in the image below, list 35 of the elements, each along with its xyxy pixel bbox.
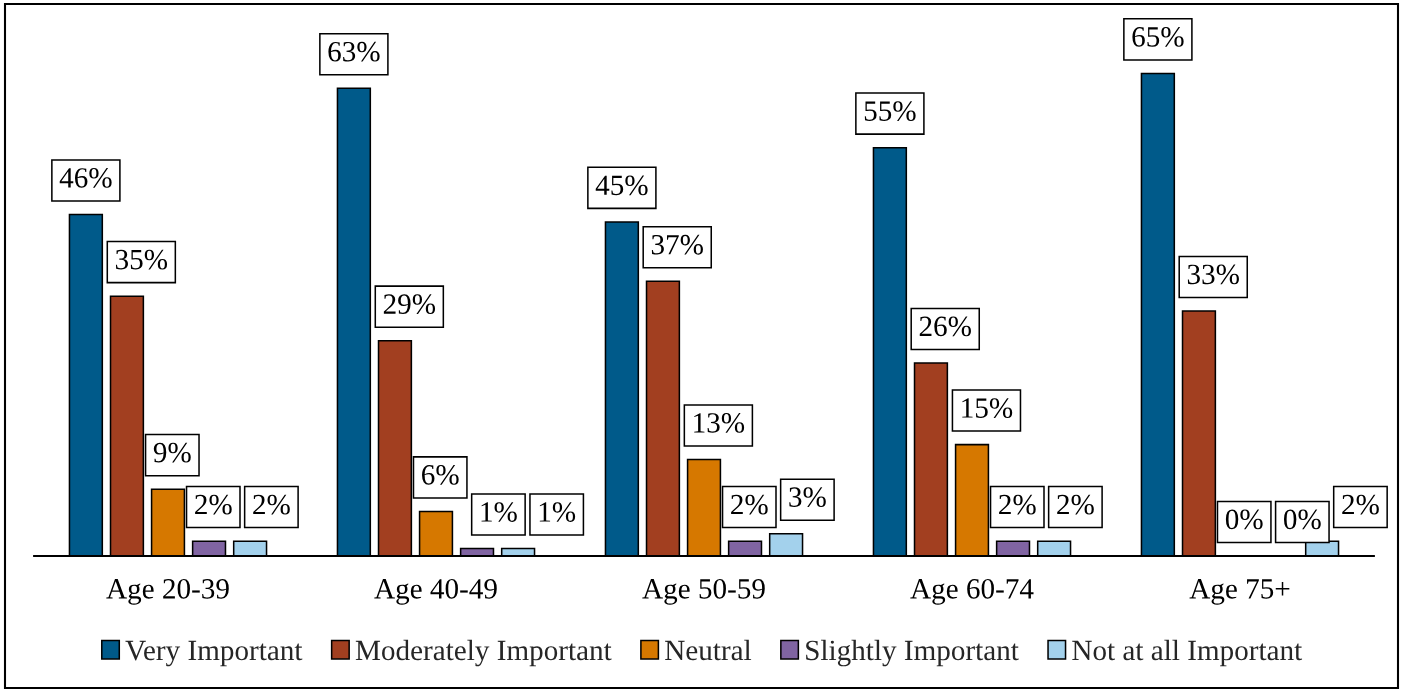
- x-tick-label: Age 50-59: [642, 578, 765, 605]
- legend-label: Slightly Important: [806, 639, 1019, 667]
- data-label: 2%: [1057, 494, 1094, 515]
- x-tick-label: Age 75+: [1189, 579, 1290, 605]
- data-label: 1%: [539, 502, 576, 522]
- data-label: 35%: [115, 249, 168, 270]
- data-label: 0%: [1283, 509, 1321, 530]
- data-label: 2%: [731, 494, 768, 515]
- data-label: 45%: [595, 175, 648, 196]
- legend-label: Not at all Important: [1072, 639, 1303, 667]
- data-label: 13%: [694, 413, 745, 433]
- data-label: 9%: [153, 442, 191, 463]
- x-tick-label: Age 60-74: [910, 578, 1034, 605]
- data-label: 63%: [328, 41, 380, 62]
- data-label: 37%: [651, 234, 703, 255]
- data-label: 3%: [789, 487, 826, 508]
- data-label: 1%: [481, 502, 517, 522]
- data-label: 2%: [195, 494, 232, 515]
- data-label: 26%: [919, 316, 971, 337]
- legend-label: Very Important: [125, 640, 303, 667]
- data-label: 15%: [962, 398, 1013, 418]
- legend-label: Moderately Important: [355, 639, 612, 667]
- data-label: 33%: [1187, 264, 1239, 285]
- data-label: 46%: [59, 168, 112, 188]
- x-tick-label: Age 20-39: [106, 578, 229, 605]
- data-label: 65%: [1132, 26, 1184, 47]
- data-label: 2%: [1342, 494, 1379, 515]
- data-label: 55%: [864, 101, 916, 122]
- data-label: 29%: [383, 294, 436, 315]
- legend-label: Neutral: [665, 639, 752, 661]
- data-label: 6%: [422, 465, 459, 485]
- data-label: 0%: [1225, 509, 1263, 530]
- data-label: 2%: [999, 494, 1036, 515]
- data-label: 2%: [253, 494, 290, 515]
- x-tick-label: Age 40-49: [374, 578, 497, 605]
